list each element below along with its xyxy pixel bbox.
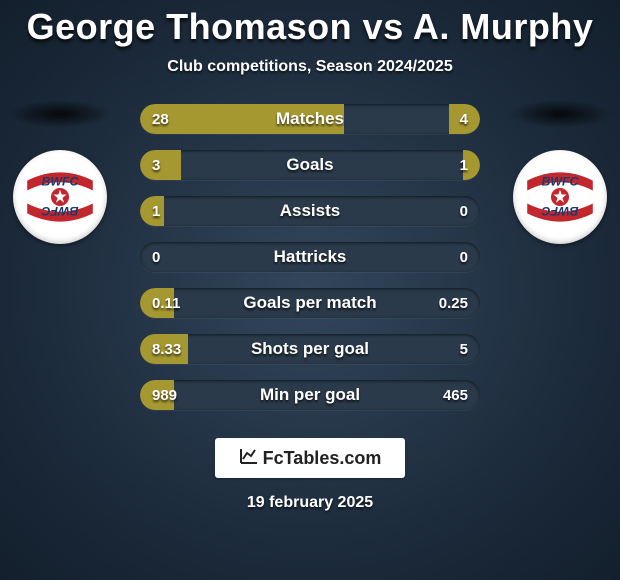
club-crest-icon: BWFC BWFC xyxy=(519,156,601,238)
club-crest-icon: BWFC BWFC xyxy=(19,156,101,238)
player1-shadow xyxy=(8,100,112,128)
player1-name: George Thomason xyxy=(27,6,353,47)
player1-side: BWFC BWFC xyxy=(0,100,120,244)
title-vs: vs xyxy=(363,6,404,47)
comparison-title: George Thomason vs A. Murphy xyxy=(0,0,620,48)
stat-label: Min per goal xyxy=(140,380,480,410)
stat-fill-left xyxy=(140,196,164,226)
comparison-content: BWFC BWFC BWFC BWFC 284Matches 31Goals 10A… xyxy=(0,104,620,410)
stat-fill-left xyxy=(140,380,174,410)
stat-value-right: 0 xyxy=(460,196,468,226)
stat-row: 31Goals xyxy=(140,150,480,180)
stat-fill-left xyxy=(140,288,174,318)
player2-name: A. Murphy xyxy=(413,6,594,47)
chart-icon xyxy=(239,447,259,470)
stat-row: 0 0Hattricks xyxy=(140,242,480,272)
stat-value-left: 0 xyxy=(152,242,160,272)
stat-fill-left xyxy=(140,150,181,180)
stat-row: 8.335Shots per goal xyxy=(140,334,480,364)
player2-shadow xyxy=(508,100,612,128)
stat-label: Goals per match xyxy=(140,288,480,318)
stat-label: Hattricks xyxy=(140,242,480,272)
player2-side: BWFC BWFC xyxy=(500,100,620,244)
stat-value-right: 0.25 xyxy=(439,288,468,318)
stat-label: Assists xyxy=(140,196,480,226)
footer-brand: FcTables.com xyxy=(215,438,405,478)
footer-date: 19 february 2025 xyxy=(0,494,620,512)
stat-value-right: 0 xyxy=(460,242,468,272)
subtitle: Club competitions, Season 2024/2025 xyxy=(0,58,620,76)
player1-club-badge: BWFC BWFC xyxy=(13,150,107,244)
stat-fill-left xyxy=(140,104,344,134)
footer-brand-text: FcTables.com xyxy=(263,448,382,469)
stat-row: 989465Min per goal xyxy=(140,380,480,410)
stat-fill-right xyxy=(463,150,480,180)
stat-row: 10Assists xyxy=(140,196,480,226)
stat-fill-right xyxy=(449,104,480,134)
stat-label: Shots per goal xyxy=(140,334,480,364)
stat-value-right: 465 xyxy=(443,380,468,410)
svg-text:BWFC: BWFC xyxy=(42,175,80,189)
stat-row: 0.110.25Goals per match xyxy=(140,288,480,318)
stat-value-right: 5 xyxy=(460,334,468,364)
stat-label: Goals xyxy=(140,150,480,180)
stat-fill-left xyxy=(140,334,188,364)
svg-text:BWFC: BWFC xyxy=(542,175,580,189)
stat-bars: 284Matches31Goals10Assists00Hattricks0.1… xyxy=(140,104,480,410)
player2-club-badge: BWFC BWFC xyxy=(513,150,607,244)
stat-row: 284Matches xyxy=(140,104,480,134)
